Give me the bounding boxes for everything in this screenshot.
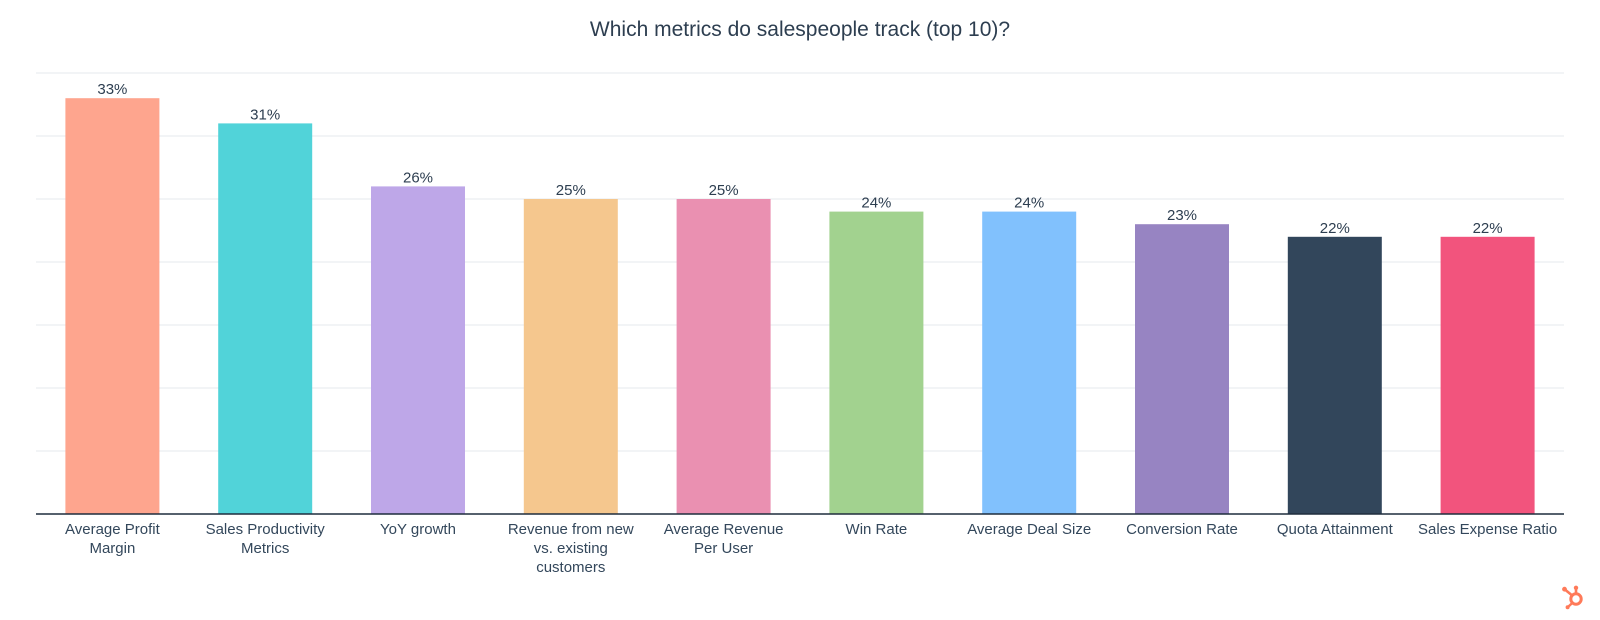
category-label: Quota Attainment <box>1277 521 1394 538</box>
value-label: 33% <box>97 81 127 98</box>
bar-0 <box>65 98 160 514</box>
category-label-line: Quota Attainment <box>1277 521 1394 538</box>
bar-1 <box>218 123 313 515</box>
category-label: YoY growth <box>380 521 456 538</box>
bar-4 <box>676 199 771 514</box>
category-label-line: Average Profit <box>65 521 161 538</box>
chart-title: Which metrics do salespeople track (top … <box>589 18 1011 41</box>
value-label: 22% <box>1320 220 1350 237</box>
category-label: Average Revenue Per User <box>664 521 784 557</box>
category-label: Win Rate <box>846 521 908 538</box>
category-label: Conversion Rate <box>1126 521 1238 538</box>
category-label-line: vs. existing <box>534 540 608 557</box>
bar-7 <box>1135 224 1229 514</box>
category-label-line: Margin <box>89 540 135 557</box>
category-label-line: Win Rate <box>846 521 908 538</box>
category-label-line: Sales Productivity <box>206 521 326 538</box>
category-label: Revenue from new vs. existing customers <box>508 521 634 576</box>
value-label: 26% <box>403 169 433 186</box>
category-label-line: Conversion Rate <box>1126 521 1238 538</box>
category-label-line: Metrics <box>241 540 289 557</box>
value-label: 25% <box>556 182 586 199</box>
bar-9 <box>1440 236 1535 515</box>
category-label-line: Sales Expense Ratio <box>1418 521 1557 538</box>
value-label: 23% <box>1167 207 1197 224</box>
category-label: Average Profit Margin <box>65 521 161 557</box>
bar-8 <box>1287 236 1382 515</box>
category-label-line: YoY growth <box>380 521 456 538</box>
bar-5 <box>829 211 924 514</box>
category-label-line: Average Deal Size <box>967 521 1091 538</box>
category-label-line: customers <box>536 559 605 576</box>
category-label: Sales Expense Ratio <box>1418 521 1557 538</box>
category-label-line: Revenue from new <box>508 521 634 538</box>
category-label: Average Deal Size <box>967 521 1091 538</box>
category-label: Sales Productivity Metrics <box>206 521 326 557</box>
bar-2 <box>371 186 465 514</box>
bar-6 <box>982 211 1077 514</box>
value-label: 22% <box>1473 220 1503 237</box>
value-label: 24% <box>1014 195 1044 212</box>
category-label-line: Average Revenue <box>664 521 784 538</box>
value-label: 31% <box>250 106 280 123</box>
category-label-line: Per User <box>694 540 753 557</box>
value-label: 25% <box>709 182 739 199</box>
value-label: 24% <box>861 195 891 212</box>
hubspot-sprocket-icon <box>1562 585 1583 610</box>
bar-3 <box>523 199 618 514</box>
